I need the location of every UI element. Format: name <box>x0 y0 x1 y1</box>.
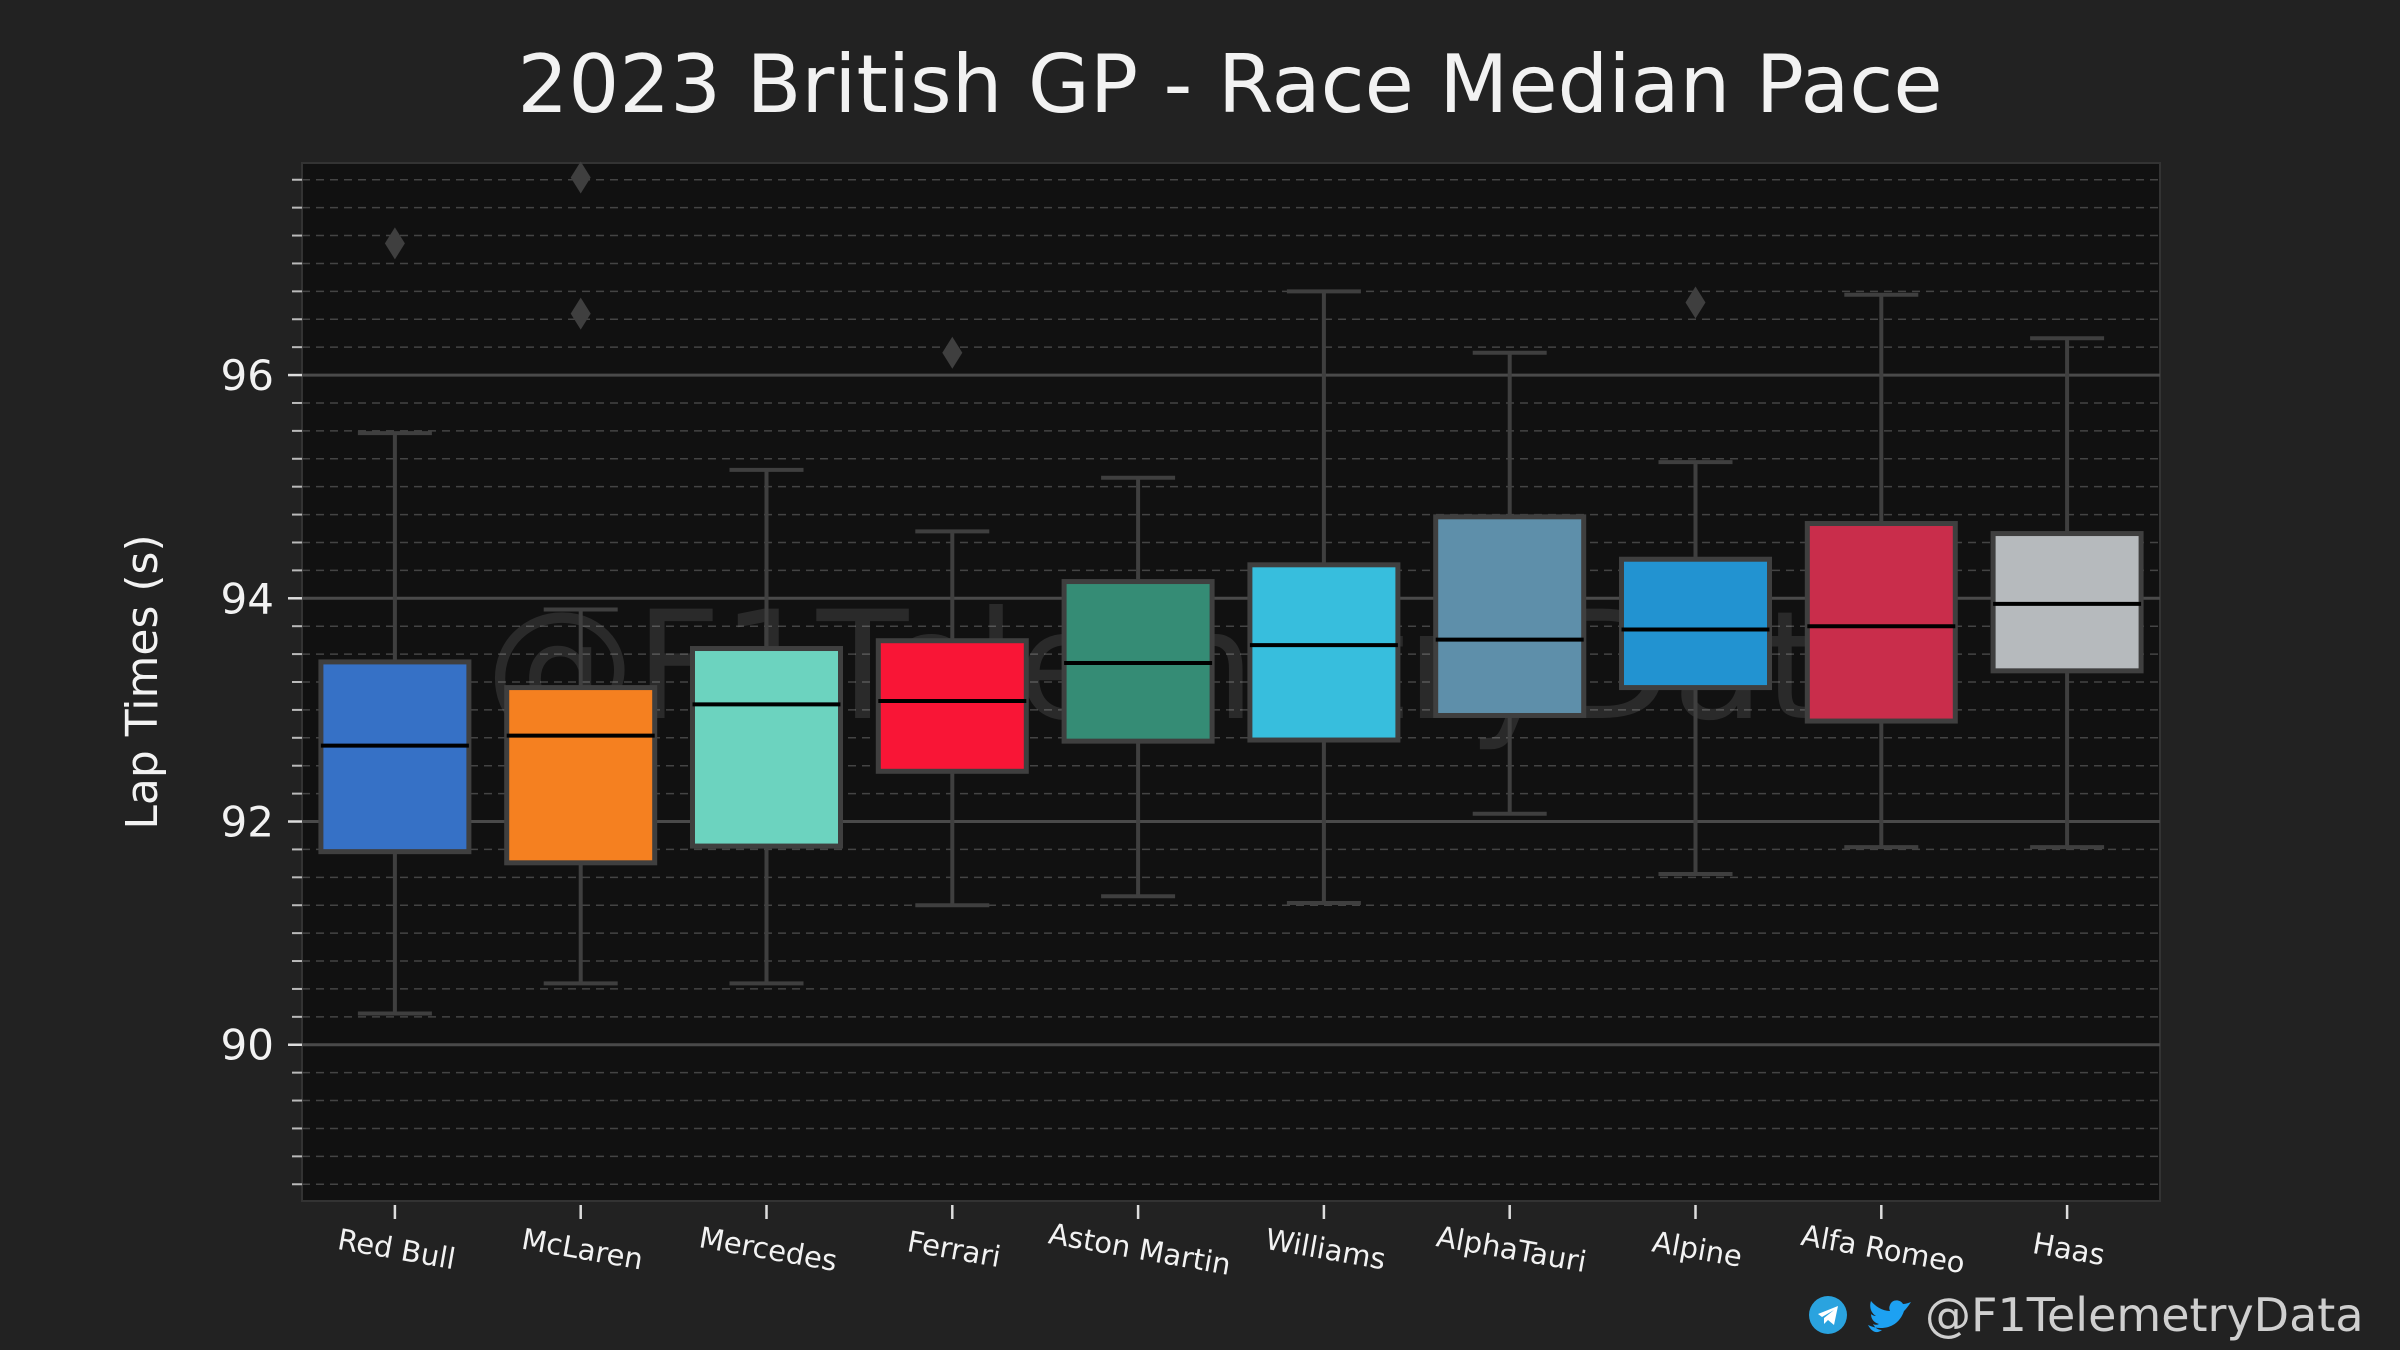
x-tick-label: Red Bull <box>335 1222 458 1276</box>
box-alpine <box>1619 286 1772 876</box>
iqr-box <box>1247 562 1401 743</box>
iqr-box <box>1804 521 1958 724</box>
outlier-marker <box>384 227 405 260</box>
box-alfa-romeo <box>1804 292 1958 850</box>
x-tick-label: AlphaTauri <box>1434 1219 1589 1279</box>
box-mercedes <box>690 467 843 986</box>
iqr-box <box>1619 556 1772 691</box>
credit: @F1TelemetryData <box>1809 1288 2364 1342</box>
box-plots <box>318 161 2144 1016</box>
x-tick-label: Ferrari <box>905 1224 1004 1274</box>
y-axis-ticks: 90 92 94 96 <box>221 351 302 1070</box>
y-tick-label: 90 <box>221 1021 274 1070</box>
x-tick-label: Williams <box>1263 1222 1388 1277</box>
box-mclaren <box>504 161 658 986</box>
box-red-bull <box>318 227 472 1016</box>
box-alphatauri <box>1433 350 1587 816</box>
x-axis-ticks: Red Bull McLaren Mercedes Ferrari Aston Mart… <box>335 1205 2107 1282</box>
box-ferrari <box>875 336 1029 908</box>
y-tick-label: 92 <box>221 798 274 847</box>
outlier-marker <box>570 161 591 194</box>
box-williams <box>1247 289 1401 905</box>
y-tick-label: 94 <box>221 574 274 623</box>
outlier-marker <box>570 297 591 330</box>
x-tick-label: Alfa Romeo <box>1799 1218 1968 1280</box>
x-tick-label: McLaren <box>519 1222 645 1277</box>
twitter-icon <box>1868 1300 1911 1333</box>
outlier-marker <box>942 336 963 369</box>
iqr-box <box>1433 514 1587 718</box>
telegram-icon <box>1809 1296 1847 1334</box>
y-tick-label: 96 <box>221 351 274 400</box>
x-tick-label: Mercedes <box>697 1220 840 1278</box>
box-aston-martin <box>1061 475 1215 899</box>
x-tick-label: Alpine <box>1650 1225 1745 1274</box>
credit-handle: @F1TelemetryData <box>1925 1288 2364 1342</box>
iqr-box <box>875 638 1029 774</box>
x-tick-label: Haas <box>2030 1226 2107 1272</box>
iqr-box <box>318 659 472 855</box>
chart-title: 2023 British GP - Race Median Pace <box>517 38 1942 131</box>
box-haas <box>1990 336 2144 850</box>
outlier-marker <box>1685 286 1706 319</box>
y-axis-label: Lap Times (s) <box>117 534 168 829</box>
iqr-box <box>504 685 658 866</box>
x-tick-label: Aston Martin <box>1046 1216 1233 1281</box>
iqr-box <box>690 646 843 849</box>
